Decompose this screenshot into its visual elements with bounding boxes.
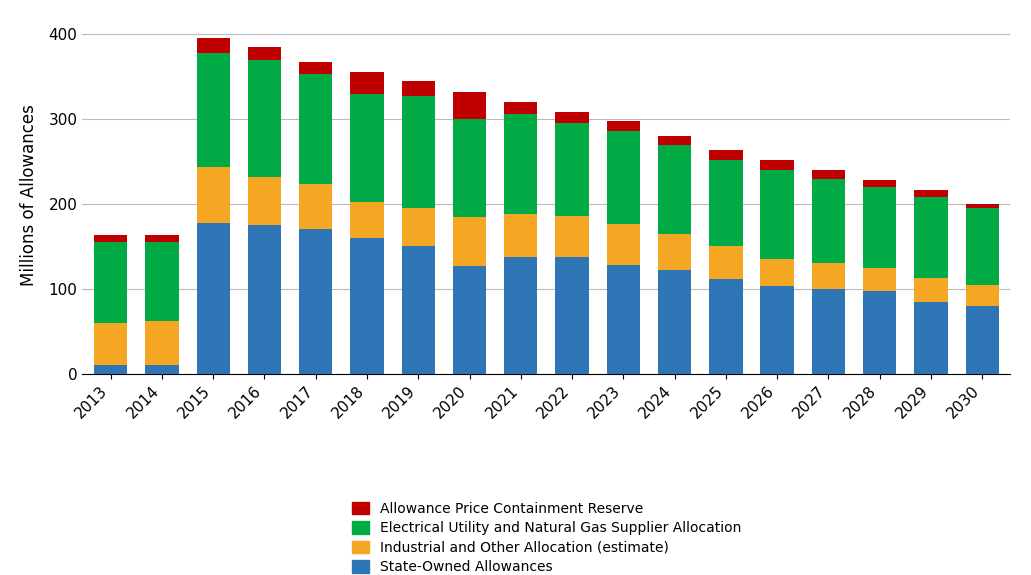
Bar	[197, 223, 230, 374]
Bar	[965, 204, 999, 208]
Bar	[658, 144, 691, 233]
Bar	[761, 259, 794, 286]
Bar	[299, 62, 332, 74]
Bar	[914, 190, 947, 197]
Bar	[197, 53, 230, 167]
Bar	[606, 224, 640, 265]
Bar	[556, 216, 589, 256]
Bar	[247, 177, 281, 225]
Bar	[965, 306, 999, 374]
Bar	[914, 302, 947, 374]
Bar	[504, 256, 537, 374]
Bar	[453, 119, 487, 217]
Bar	[606, 131, 640, 224]
Bar	[402, 81, 435, 96]
Bar	[761, 286, 794, 374]
Bar	[658, 136, 691, 144]
Bar	[709, 150, 742, 160]
Bar	[402, 208, 435, 247]
Bar	[965, 208, 999, 285]
Bar	[504, 114, 537, 214]
Bar	[351, 94, 384, 202]
Bar	[914, 197, 947, 278]
Bar	[709, 160, 742, 247]
Bar	[94, 365, 128, 374]
Bar	[94, 323, 128, 365]
Bar	[402, 247, 435, 374]
Bar	[914, 278, 947, 302]
Bar	[145, 235, 178, 242]
Bar	[247, 47, 281, 60]
Bar	[197, 39, 230, 53]
Legend: Allowance Price Containment Reserve, Electrical Utility and Natural Gas Supplier: Allowance Price Containment Reserve, Ele…	[345, 494, 747, 575]
Bar	[556, 122, 589, 216]
Bar	[145, 242, 178, 321]
Bar	[556, 112, 589, 122]
Bar	[811, 289, 845, 374]
Bar	[863, 180, 896, 187]
Bar	[299, 185, 332, 229]
Bar	[351, 238, 384, 374]
Bar	[351, 71, 384, 94]
Y-axis label: Millions of Allowances: Millions of Allowances	[20, 105, 37, 286]
Bar	[94, 235, 128, 242]
Bar	[453, 92, 487, 119]
Bar	[556, 256, 589, 374]
Bar	[811, 170, 845, 178]
Bar	[504, 214, 537, 256]
Bar	[299, 229, 332, 374]
Bar	[811, 263, 845, 289]
Bar	[863, 187, 896, 267]
Bar	[658, 270, 691, 374]
Bar	[453, 266, 487, 374]
Bar	[965, 285, 999, 306]
Bar	[606, 265, 640, 374]
Bar	[709, 247, 742, 279]
Bar	[94, 242, 128, 323]
Bar	[761, 170, 794, 259]
Bar	[299, 74, 332, 185]
Bar	[606, 121, 640, 131]
Bar	[863, 292, 896, 374]
Bar	[145, 365, 178, 374]
Bar	[453, 217, 487, 266]
Bar	[658, 233, 691, 270]
Bar	[402, 96, 435, 208]
Bar	[351, 202, 384, 238]
Bar	[145, 321, 178, 365]
Bar	[504, 102, 537, 114]
Bar	[863, 267, 896, 292]
Bar	[247, 60, 281, 177]
Bar	[247, 225, 281, 374]
Bar	[761, 160, 794, 170]
Bar	[811, 178, 845, 263]
Bar	[197, 167, 230, 223]
Bar	[709, 279, 742, 374]
